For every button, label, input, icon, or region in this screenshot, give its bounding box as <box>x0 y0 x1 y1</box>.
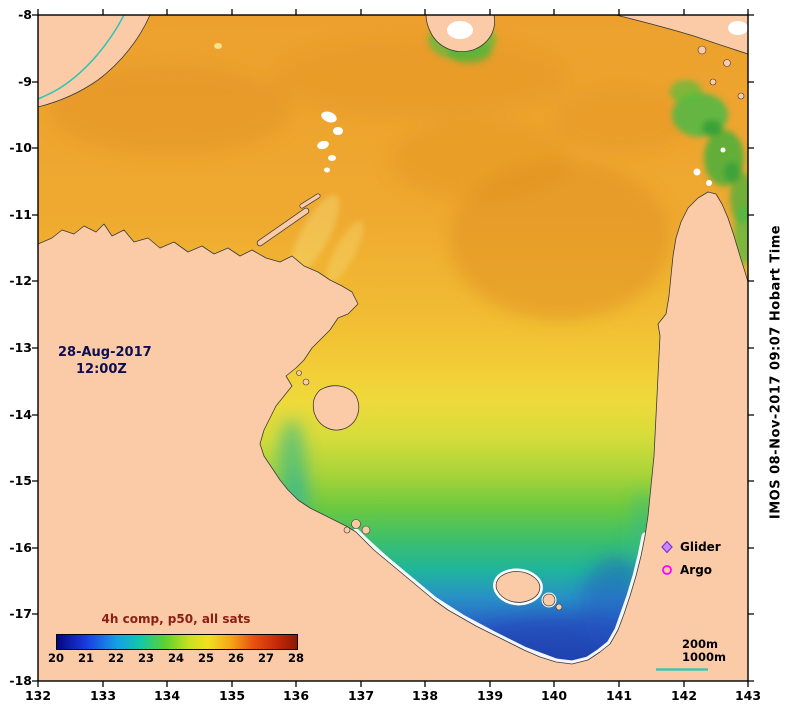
land-mainland <box>38 191 748 681</box>
island-small <box>302 378 310 386</box>
y-tick-label: -13 <box>9 340 32 355</box>
contour-1000m-label: 1000m <box>682 650 726 664</box>
y-axis-ticks-right <box>748 14 754 682</box>
x-tick-label: 132 <box>24 688 52 703</box>
x-tick-label: 134 <box>153 688 181 703</box>
depth-contour-line <box>38 15 125 100</box>
x-tick-label: 140 <box>540 688 568 703</box>
colorbar-tick-label: 27 <box>257 651 274 665</box>
y-tick-label: -17 <box>9 606 32 621</box>
colorbar-tick-label: 25 <box>197 651 214 665</box>
argo-marker-icon <box>662 565 672 575</box>
y-tick-label: -15 <box>9 473 32 488</box>
colorbar-tick-label: 23 <box>137 651 154 665</box>
time-line: 12:00Z <box>76 362 127 377</box>
y-tick-label: -11 <box>9 207 32 222</box>
x-tick-label: 135 <box>218 688 246 703</box>
cloud-patch <box>728 21 748 35</box>
y-axis-ticks-left <box>32 14 38 682</box>
x-tick-label: 133 <box>89 688 117 703</box>
colorbar-tick-label: 24 <box>167 651 184 665</box>
colorbar-tick-label: 20 <box>47 651 64 665</box>
island-groote-eylandt <box>312 385 360 431</box>
contour-200m-label: 200m <box>682 637 718 651</box>
y-tick-label: -8 <box>18 7 32 22</box>
date-annotation: 28-Aug-2017 12:00Z <box>58 344 152 378</box>
x-tick-label: 137 <box>347 688 375 703</box>
island-wellesley-group <box>493 568 563 611</box>
island-wessel-chain <box>256 193 321 247</box>
colorbar-tick-label: 21 <box>77 651 94 665</box>
x-axis-ticks-top <box>37 9 749 15</box>
island-small <box>296 370 302 376</box>
x-tick-label: 143 <box>734 688 762 703</box>
x-tick-label: 136 <box>282 688 310 703</box>
cloud-patch <box>447 21 473 39</box>
x-tick-label: 139 <box>476 688 504 703</box>
argo-legend-label: Argo <box>680 563 713 577</box>
x-tick-label: 138 <box>411 688 439 703</box>
colorbar-title: 4h comp, p50, all sats <box>101 612 251 626</box>
cloud-specks <box>693 147 726 186</box>
y-tick-label: -10 <box>9 140 32 155</box>
land-papua-strip <box>615 15 748 55</box>
island-torres-strait <box>697 45 745 100</box>
shallow-green-patches <box>290 20 748 284</box>
colorbar-tick-label: 26 <box>227 651 244 665</box>
pale-patch <box>214 43 222 49</box>
y-tick-label: -12 <box>9 273 32 288</box>
cloud-cluster <box>317 111 343 173</box>
x-tick-label: 141 <box>605 688 633 703</box>
y-tick-label: -9 <box>18 74 32 89</box>
x-tick-label: 142 <box>670 688 698 703</box>
x-axis-ticks-bottom <box>37 681 749 687</box>
y-tick-label: -16 <box>9 540 32 555</box>
colorbar-tick-label: 28 <box>287 651 304 665</box>
colorbar-tick-label: 22 <box>107 651 124 665</box>
island-pellew-group <box>343 519 371 535</box>
y-tick-label: -18 <box>9 673 32 688</box>
y-tick-label: -14 <box>9 407 32 422</box>
date-line: 28-Aug-2017 <box>58 345 152 360</box>
glider-legend-label: Glider <box>680 540 721 554</box>
glider-marker-icon <box>661 540 673 554</box>
colorbar <box>56 634 298 650</box>
watermark: IMOS 08-Nov-2017 09:07 Hobart Time <box>768 224 784 520</box>
